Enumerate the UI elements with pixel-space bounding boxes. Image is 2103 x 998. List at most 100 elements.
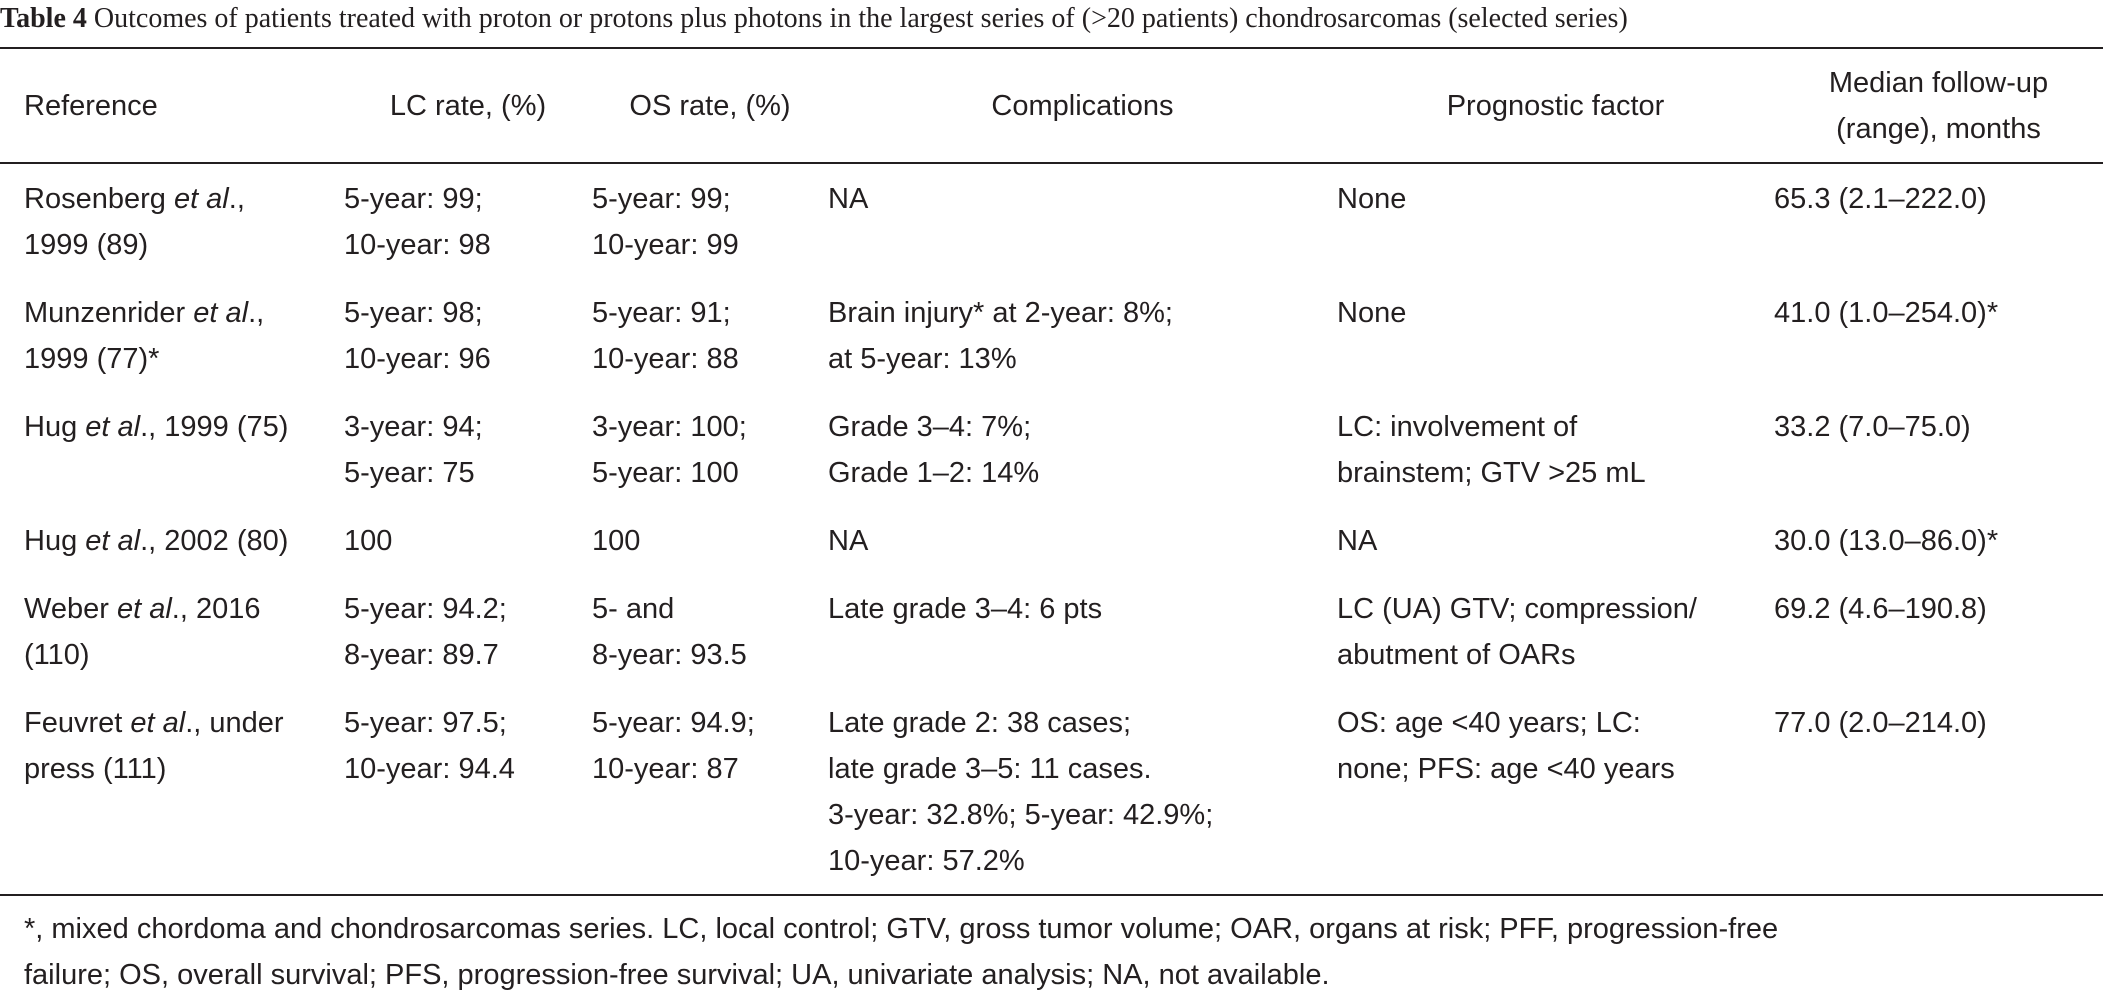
- table-footnote: *, mixed chordoma and chondrosarcomas se…: [24, 906, 2094, 998]
- cell-median-follow-up: 69.2 (4.6–190.8): [1774, 586, 2103, 700]
- cell-line: 5-year: 99;: [344, 183, 483, 215]
- cell-line: NA: [828, 183, 869, 215]
- cell-os-rate: 5- and 8-year: 93.5: [592, 586, 828, 700]
- cell-complications: NA: [828, 162, 1337, 290]
- cell-prognostic-factor: LC: involvement of brainstem; GTV >25 mL: [1337, 404, 1774, 518]
- cell-complications: Late grade 2: 38 cases; late grade 3–5: 1…: [828, 700, 1337, 906]
- reference-year: ., under: [185, 707, 284, 739]
- table-row: Rosenberg et al., 1999 (89) 5-year: 99; 10-…: [0, 162, 2103, 290]
- reference-author: Munzenrider: [24, 297, 194, 329]
- footnote-line: failure; OS, overall survival; PFS, prog…: [24, 959, 1330, 991]
- cell-reference: Hug et al., 1999 (75): [0, 404, 344, 518]
- cell-line: 5-year: 91;: [592, 297, 731, 329]
- header-complications: Complications: [828, 49, 1337, 162]
- table-row: Hug et al., 1999 (75) 3-year: 94; 5-year: …: [0, 404, 2103, 518]
- reference-line: Munzenrider et al.,: [24, 290, 344, 336]
- header-prognostic-factor: Prognostic factor: [1337, 49, 1774, 162]
- cell-line: 5-year: 98;: [344, 297, 483, 329]
- cell-line: 69.2 (4.6–190.8): [1774, 593, 1987, 625]
- cell-lc-rate: 100: [344, 518, 592, 586]
- cell-median-follow-up: 30.0 (13.0–86.0)*: [1774, 518, 2103, 586]
- cell-line: 100: [592, 525, 641, 557]
- header-rule: [0, 162, 2103, 164]
- cell-line: Grade 3–4: 7%;: [828, 411, 1032, 443]
- table-caption: Table 4 Outcomes of patients treated wit…: [0, 2, 2103, 36]
- cell-median-follow-up: 65.3 (2.1–222.0): [1774, 162, 2103, 290]
- cell-line: late grade 3–5: 11 cases.: [828, 753, 1152, 785]
- cell-line: None: [1337, 297, 1407, 329]
- reference-year: ., 2002 (80): [140, 525, 289, 557]
- cell-line: 30.0 (13.0–86.0)*: [1774, 525, 1999, 557]
- reference-author: Hug: [24, 525, 86, 557]
- cell-line: 3-year: 32.8%; 5-year: 42.9%;: [828, 799, 1214, 831]
- cell-line: abutment of OARs: [1337, 639, 1576, 671]
- header-reference: Reference: [0, 49, 344, 162]
- reference-author: Rosenberg: [24, 183, 174, 215]
- cell-line: 8-year: 89.7: [344, 639, 499, 671]
- cell-line: 5-year: 99;: [592, 183, 731, 215]
- cell-complications: NA: [828, 518, 1337, 586]
- cell-complications: Late grade 3–4: 6 pts: [828, 586, 1337, 700]
- cell-median-follow-up: 77.0 (2.0–214.0): [1774, 700, 2103, 906]
- cell-line: 5-year: 75: [344, 457, 475, 489]
- table-body: Rosenberg et al., 1999 (89) 5-year: 99; 10-…: [0, 162, 2103, 906]
- cell-line: Grade 1–2: 14%: [828, 457, 1040, 489]
- cell-median-follow-up: 41.0 (1.0–254.0)*: [1774, 290, 2103, 404]
- cell-line: 3-year: 100;: [592, 411, 747, 443]
- cell-line: 10-year: 87: [592, 753, 739, 785]
- cell-line: brainstem; GTV >25 mL: [1337, 457, 1646, 489]
- cell-os-rate: 100: [592, 518, 828, 586]
- cell-lc-rate: 5-year: 94.2; 8-year: 89.7: [344, 586, 592, 700]
- header-text: OS rate, (%): [629, 89, 791, 122]
- reference-line: Weber et al., 2016: [24, 586, 344, 632]
- cell-line: 33.2 (7.0–75.0): [1774, 411, 1971, 443]
- cell-line: 8-year: 93.5: [592, 639, 747, 671]
- cell-complications: Brain injury* at 2-year: 8%; at 5-year: 1…: [828, 290, 1337, 404]
- cell-os-rate: 5-year: 94.9; 10-year: 87: [592, 700, 828, 906]
- header-lc-rate: LC rate, (%): [344, 49, 592, 162]
- cell-reference: Weber et al., 2016 (110): [0, 586, 344, 700]
- cell-prognostic-factor: NA: [1337, 518, 1774, 586]
- header-text: Median follow-up: [1828, 66, 2049, 99]
- cell-line: NA: [1337, 525, 1378, 557]
- table-caption-label: Table 4: [0, 3, 87, 34]
- reference-line: 1999 (89): [24, 229, 149, 261]
- reference-et-al: et al: [85, 525, 141, 557]
- header-median-follow-up: Median follow-up (range), months: [1774, 49, 2103, 162]
- reference-line: (110): [24, 639, 90, 671]
- reference-line: Hug et al., 2002 (80): [24, 518, 344, 564]
- cell-reference: Rosenberg et al., 1999 (89): [0, 162, 344, 290]
- header-text: Reference: [24, 89, 158, 122]
- cell-line: 77.0 (2.0–214.0): [1774, 707, 1987, 739]
- header-text: LC rate, (%): [389, 89, 547, 122]
- cell-line: 100: [344, 525, 393, 557]
- header-os-rate: OS rate, (%): [592, 49, 828, 162]
- cell-reference: Munzenrider et al., 1999 (77)*: [0, 290, 344, 404]
- cell-line: 65.3 (2.1–222.0): [1774, 183, 1987, 215]
- cell-line: none; PFS: age <40 years: [1337, 753, 1675, 785]
- reference-year: ., 1999 (75): [140, 411, 289, 443]
- reference-line: Feuvret et al., under: [24, 700, 344, 746]
- cell-line: 3-year: 94;: [344, 411, 483, 443]
- cell-line: 5-year: 94.2;: [344, 593, 507, 625]
- cell-lc-rate: 5-year: 98; 10-year: 96: [344, 290, 592, 404]
- cell-line: 10-year: 96: [344, 343, 491, 375]
- cell-line: LC: involvement of: [1337, 411, 1578, 443]
- footnote-line: *, mixed chordoma and chondrosarcomas se…: [24, 913, 1779, 945]
- reference-line: Hug et al., 1999 (75): [24, 404, 344, 450]
- cell-reference: Hug et al., 2002 (80): [0, 518, 344, 586]
- cell-complications: Grade 3–4: 7%; Grade 1–2: 14%: [828, 404, 1337, 518]
- reference-et-al: et al: [116, 593, 172, 625]
- cell-line: 41.0 (1.0–254.0)*: [1774, 297, 1999, 329]
- table-row: Hug et al., 2002 (80) 100 100 NA NA 30.0 (13.…: [0, 518, 2103, 586]
- cell-line: 10-year: 98: [344, 229, 491, 261]
- table-row: Feuvret et al., under press (111) 5-year: …: [0, 700, 2103, 906]
- cell-line: 5-year: 97.5;: [344, 707, 507, 739]
- cell-line: None: [1337, 183, 1407, 215]
- table-row: Weber et al., 2016 (110) 5-year: 94.2; 8-ye…: [0, 586, 2103, 700]
- reference-author: Weber: [24, 593, 117, 625]
- cell-prognostic-factor: OS: age <40 years; LC: none; PFS: age <40…: [1337, 700, 1774, 906]
- cell-median-follow-up: 33.2 (7.0–75.0): [1774, 404, 2103, 518]
- reference-et-al: et al: [85, 411, 141, 443]
- table-header: Reference LC rate, (%) OS rate, (%) Complic…: [0, 49, 2103, 162]
